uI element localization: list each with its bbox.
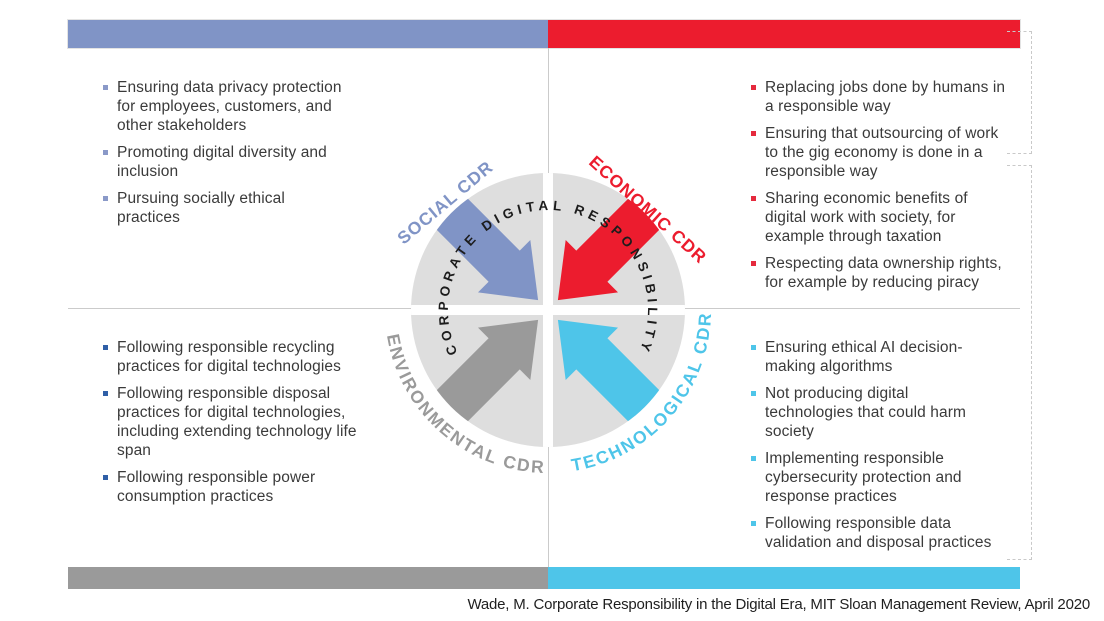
- technological-list: Ensuring ethical AI decision-making algo…: [748, 338, 996, 560]
- list-item: Following responsible disposal practices…: [100, 384, 368, 460]
- technological-arrow-icon: [557, 319, 673, 435]
- list-item: Not producing digital technologies that …: [748, 384, 996, 441]
- list-item-text: Pursuing socially ethical practices: [117, 190, 285, 226]
- list-item: Promoting digital diversity and inclusio…: [100, 143, 352, 181]
- bullet-square-icon: [103, 475, 108, 480]
- economic-list: Replacing jobs done by humans in a respo…: [748, 78, 1010, 300]
- footer-citation: Wade, M. Corporate Responsibility in the…: [467, 596, 1090, 613]
- bullet-square-icon: [751, 196, 756, 201]
- list-item: Following responsible data validation an…: [748, 514, 996, 552]
- bullet-square-icon: [751, 456, 756, 461]
- list-item-text: Ensuring ethical AI decision-making algo…: [765, 339, 963, 375]
- list-item-text: Following responsible data validation an…: [765, 515, 992, 551]
- bullet-square-icon: [751, 391, 756, 396]
- list-item: Ensuring ethical AI decision-making algo…: [748, 338, 996, 376]
- list-item: Following responsible power consumption …: [100, 468, 368, 506]
- circle-cross-horizontal: [411, 305, 685, 315]
- bullet-square-icon: [751, 131, 756, 136]
- list-item-text: Promoting digital diversity and inclusio…: [117, 144, 327, 180]
- list-item: Implementing responsible cybersecurity p…: [748, 449, 996, 506]
- list-item: Ensuring data privacy protection for emp…: [100, 78, 352, 135]
- bullet-square-icon: [103, 345, 108, 350]
- list-item-text: Respecting data ownership rights, for ex…: [765, 255, 1002, 291]
- dashed-textbox-guide-bottom: [1007, 165, 1032, 560]
- environmental-list: Following responsible recycling practice…: [100, 338, 368, 514]
- bullet-square-icon: [751, 261, 756, 266]
- list-item-text: Following responsible disposal practices…: [117, 385, 357, 459]
- bullet-square-icon: [103, 150, 108, 155]
- bullet-square-icon: [751, 521, 756, 526]
- economic-arrow-icon: [557, 185, 673, 301]
- list-item-text: Ensuring data privacy protection for emp…: [117, 79, 342, 134]
- top-color-bar: [67, 19, 1021, 49]
- bullet-square-icon: [103, 85, 108, 90]
- list-item-text: Implementing responsible cybersecurity p…: [765, 450, 962, 505]
- technological-color-bar: [548, 567, 1020, 589]
- cdr-diagram: CORPORATE DIGITAL RESPONSIBILITY SOCIAL …: [383, 152, 713, 478]
- list-item: Sharing economic benefits of digital wor…: [748, 189, 1010, 246]
- list-item-text: Following responsible recycling practice…: [117, 339, 341, 375]
- environmental-color-bar: [68, 567, 548, 589]
- bullet-square-icon: [103, 391, 108, 396]
- social-color-bar: [68, 20, 548, 48]
- social-arrow-icon: [423, 185, 539, 301]
- list-item-text: Not producing digital technologies that …: [765, 385, 966, 440]
- bullet-square-icon: [103, 196, 108, 201]
- list-item: Pursuing socially ethical practices: [100, 189, 352, 227]
- list-item: Ensuring that outsourcing of work to the…: [748, 124, 1010, 181]
- list-item: Replacing jobs done by humans in a respo…: [748, 78, 1010, 116]
- environmental-arrow-icon: [423, 319, 539, 435]
- list-item-text: Sharing economic benefits of digital wor…: [765, 190, 968, 245]
- list-item-text: Following responsible power consumption …: [117, 469, 316, 505]
- social-list: Ensuring data privacy protection for emp…: [100, 78, 352, 235]
- list-item: Following responsible recycling practice…: [100, 338, 368, 376]
- dashed-textbox-guide-top: [1007, 31, 1032, 154]
- bullet-square-icon: [751, 345, 756, 350]
- bullet-square-icon: [751, 85, 756, 90]
- bottom-color-bar: [68, 567, 1020, 589]
- list-item-text: Replacing jobs done by humans in a respo…: [765, 79, 1006, 115]
- list-item-text: Ensuring that outsourcing of work to the…: [765, 125, 999, 180]
- economic-color-bar: [548, 20, 1020, 48]
- list-item: Respecting data ownership rights, for ex…: [748, 254, 1010, 292]
